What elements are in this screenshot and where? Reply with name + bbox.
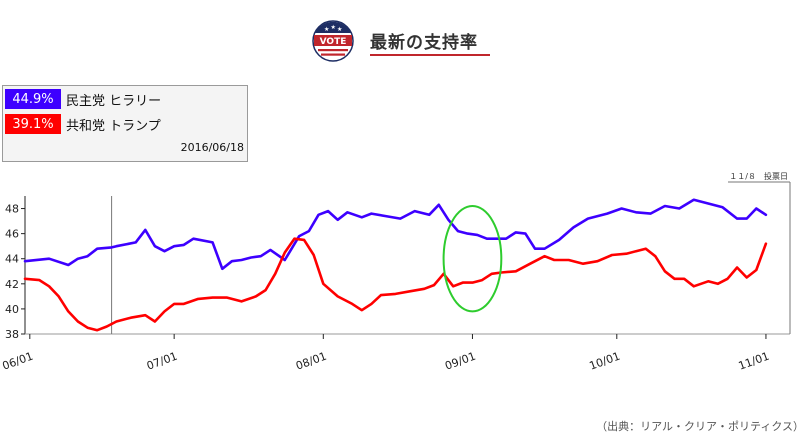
x-tick-label: 06/01 bbox=[1, 350, 35, 373]
y-tick-label: 48 bbox=[5, 203, 19, 216]
y-tick-label: 38 bbox=[5, 328, 19, 341]
y-tick-label: 40 bbox=[5, 303, 19, 316]
y-tick-label: 42 bbox=[5, 278, 19, 291]
svg-text:★: ★ bbox=[324, 26, 329, 33]
series-line-trump bbox=[23, 237, 768, 332]
legend-label-trump: 共和党 トランプ bbox=[66, 118, 161, 134]
x-tick-label: 10/01 bbox=[588, 350, 622, 373]
x-tick-label: 08/01 bbox=[294, 350, 328, 373]
series-line-clinton bbox=[23, 198, 768, 271]
title-underline bbox=[370, 54, 490, 56]
legend-label-clinton: 民主党 ヒラリー bbox=[66, 93, 162, 109]
page-title: 最新の支持率 bbox=[370, 33, 478, 53]
y-tick-label: 46 bbox=[5, 228, 19, 241]
x-tick-label: 11/01 bbox=[737, 350, 771, 373]
y-tick-label: 44 bbox=[5, 253, 19, 266]
vote-badge-icon: ★ ★ ★ VOTE bbox=[312, 20, 354, 62]
legend-value-trump: 39.1% bbox=[5, 114, 61, 134]
highlight-ellipse bbox=[442, 205, 503, 313]
x-tick-label: 07/01 bbox=[145, 350, 179, 373]
vote-badge-text: VOTE bbox=[320, 37, 347, 47]
legend-item-clinton: 44.9% 民主党 ヒラリー bbox=[5, 89, 161, 109]
legend-value-clinton: 44.9% bbox=[5, 89, 61, 109]
legend-box: 44.9% 民主党 ヒラリー 39.1% 共和党 トランプ 2016/06/18 bbox=[2, 85, 248, 162]
svg-text:★: ★ bbox=[331, 24, 336, 31]
legend-date: 2016/06/18 bbox=[180, 141, 244, 154]
svg-text:★: ★ bbox=[337, 26, 342, 33]
source-credit: （出典：リアル・クリア・ポリティクス） bbox=[596, 420, 804, 433]
x-tick-label: 09/01 bbox=[443, 350, 477, 373]
legend-item-trump: 39.1% 共和党 トランプ bbox=[5, 114, 161, 134]
election-day-label: １１/８ 投票日 bbox=[729, 171, 788, 181]
